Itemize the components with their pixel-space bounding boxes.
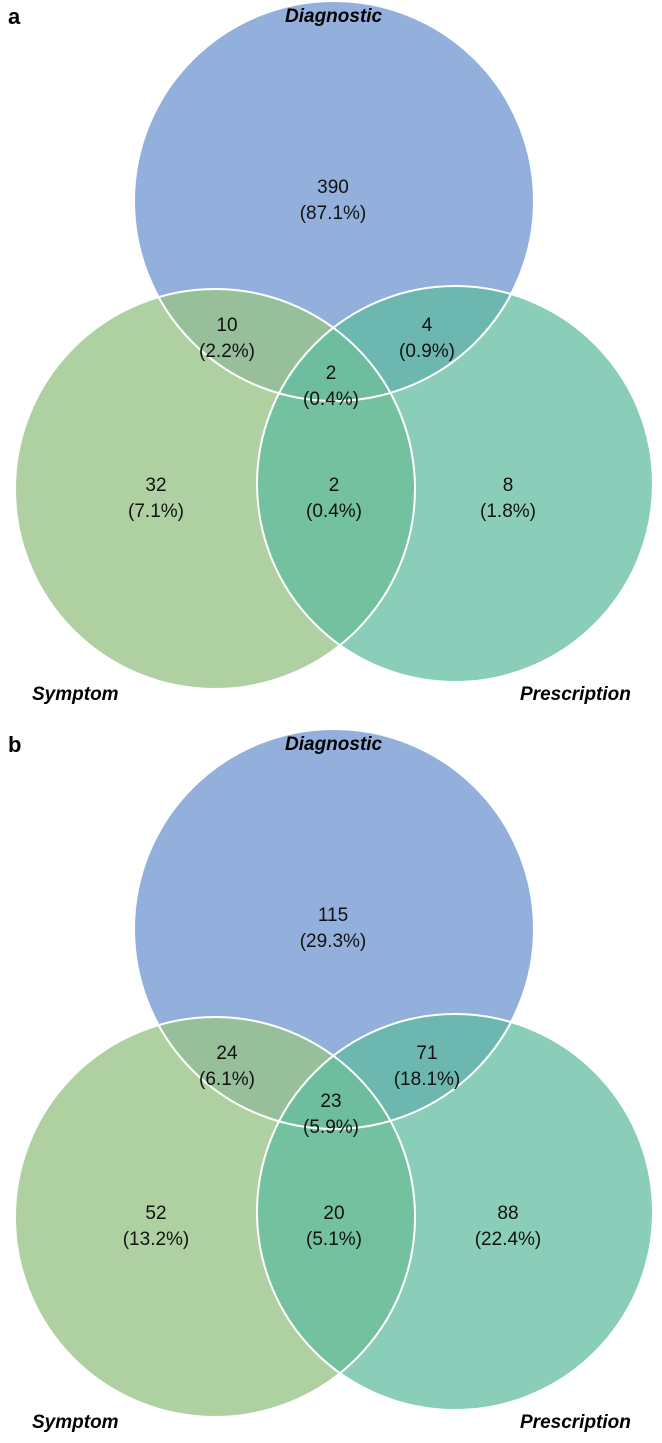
region-symp-only-pct: (13.2%): [123, 1229, 190, 1250]
region-all-three-count: 23: [320, 1091, 341, 1112]
region-diag-pres-count: 4: [422, 315, 433, 336]
venn-diagram: 115 (29.3%) 24 (6.1%) 71 (18.1%) 23 (5.9…: [14, 728, 654, 1418]
diagnostic-label: Diagnostic: [285, 6, 383, 27]
region-diag-pres-pct: (0.9%): [399, 341, 455, 362]
region-symp-only-pct: (7.1%): [128, 501, 184, 522]
region-labels: 115 (29.3%) 24 (6.1%) 71 (18.1%) 23 (5.9…: [123, 905, 542, 1250]
panel-letter: a: [8, 4, 21, 29]
prescription-label: Prescription: [520, 1412, 631, 1433]
region-diag-pres-count: 71: [416, 1043, 437, 1064]
diagnostic-label: Diagnostic: [285, 734, 383, 755]
outlines: [14, 0, 654, 690]
region-all-three-pct: (5.9%): [303, 1117, 359, 1138]
region-diag-pres-pct: (18.1%): [394, 1069, 461, 1090]
region-labels: 390 (87.1%) 10 (2.2%) 4 (0.9%) 2 (0.4%) …: [128, 177, 536, 522]
region-symp-pres-pct: (0.4%): [306, 501, 362, 522]
outlines: [14, 728, 654, 1418]
region-diag-only-pct: (87.1%): [300, 203, 367, 224]
region-pres-only-count: 8: [503, 475, 514, 496]
diagnostic-outline: [133, 728, 535, 1130]
region-symp-only-count: 32: [145, 475, 166, 496]
region-diag-only-count: 115: [318, 905, 348, 926]
region-pres-only-pct: (1.8%): [480, 501, 536, 522]
prescription-circle: [257, 1014, 653, 1410]
prescription-outline: [256, 1013, 654, 1411]
region-all-three-count: 2: [326, 363, 337, 384]
venn-panel-b: 115 (29.3%) 24 (6.1%) 71 (18.1%) 23 (5.9…: [0, 728, 662, 1443]
prescription-circle: [257, 286, 653, 682]
venn-diagram: 390 (87.1%) 10 (2.2%) 4 (0.9%) 2 (0.4%) …: [14, 0, 654, 690]
region-diag-symp-count: 24: [216, 1043, 238, 1064]
region-diag-only-pct: (29.3%): [300, 931, 367, 952]
circles: [15, 729, 653, 1417]
region-symp-only-count: 52: [145, 1203, 166, 1224]
venn-panel-a: 390 (87.1%) 10 (2.2%) 4 (0.9%) 2 (0.4%) …: [0, 0, 662, 715]
panel-letter: b: [8, 732, 22, 757]
region-pres-only-pct: (22.4%): [475, 1229, 542, 1250]
diagnostic-outline: [133, 0, 535, 402]
region-diag-symp-pct: (6.1%): [199, 1069, 255, 1090]
region-diag-symp-pct: (2.2%): [199, 341, 255, 362]
region-diag-symp-count: 10: [216, 315, 237, 336]
symptom-label: Symptom: [32, 684, 119, 705]
circles: [15, 1, 653, 689]
symptom-label: Symptom: [32, 1412, 119, 1433]
prescription-label: Prescription: [520, 684, 631, 705]
region-diag-only-count: 390: [317, 177, 349, 198]
symptom-outline: [14, 1016, 416, 1418]
region-symp-pres-count: 20: [323, 1203, 344, 1224]
region-pres-only-count: 88: [497, 1203, 518, 1224]
region-symp-pres-count: 2: [329, 475, 340, 496]
symptom-outline: [14, 288, 416, 690]
region-symp-pres-pct: (5.1%): [306, 1229, 362, 1250]
prescription-outline: [256, 285, 654, 683]
region-all-three-pct: (0.4%): [303, 389, 359, 410]
